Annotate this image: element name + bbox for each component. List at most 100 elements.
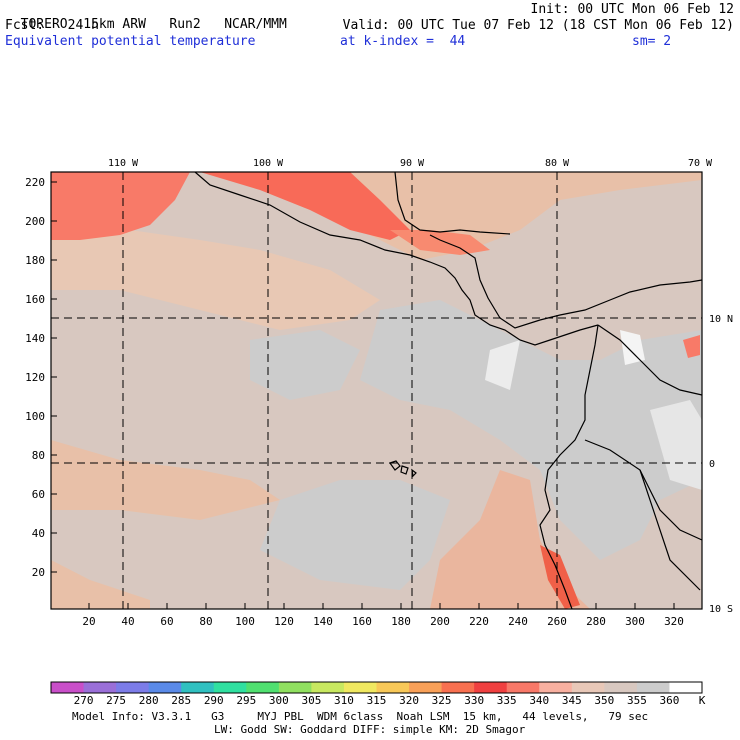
colorbar-label: 335 [497,694,517,707]
colorbar-label: 350 [594,694,614,707]
lat-label: 10 N [709,314,733,325]
lon-label: 90 W [400,158,425,169]
border-ecuador-peru [584,439,703,541]
field-330k-colombia [683,335,700,358]
colorbar-label: 315 [367,694,387,707]
theta-e-field [51,172,702,609]
colorbar-label: 345 [562,694,582,707]
lat-label: 0 [709,459,715,470]
colorbar-label: 320 [399,694,419,707]
valid-time: Valid: 00 UTC Tue 07 Feb 12 (18 CST Mon … [342,18,734,33]
field-name: Equivalent potential temperature [5,34,256,49]
colorbar-swatch [343,682,377,693]
smoothing-label: sm= 2 [632,34,672,49]
colorbar-label: 280 [139,694,159,707]
x-tick-label: 220 [469,615,489,628]
colorbar-swatch [181,682,215,693]
field-350k-south [260,480,450,590]
forecast-hour: Fcst: 24 h [5,18,99,33]
colorbar-swatch [148,682,182,693]
lon-label: 70 W [688,158,713,169]
x-tick-label: 40 [121,615,134,628]
lon-label: 80 W [545,158,570,169]
level-label: at k-index = 44 [340,34,466,49]
field-355k-center [485,340,520,390]
colorbar-label: 270 [74,694,94,707]
colorbar-label: 310 [334,694,354,707]
colorbar-swatch [311,682,345,693]
y-tick-label: 140 [25,332,45,345]
y-tick-label: 120 [25,371,45,384]
x-tick-label: 120 [274,615,294,628]
colorbar-swatch [636,682,670,693]
colorbar-swatch [539,682,573,693]
y-tick-label: 40 [32,527,45,540]
lat-labels: 10 N 0 10 S [709,314,733,615]
field-350k-east [360,300,702,560]
resolution: 15km ARW [83,17,146,32]
y-tick-label: 80 [32,449,45,462]
colorbar-swatch [474,682,508,693]
y-axis-labels: 220 200 180 160 140 120 100 80 60 40 20 [25,176,45,579]
init-time: Init: 00 UTC Mon 06 Feb 12 [530,2,735,17]
x-tick-label: 20 [82,615,95,628]
colorbar-label: 290 [204,694,224,707]
model-info: Model Info: V3.3.1 G3 MYJ PBL WDM 6class… [72,710,649,723]
colorbar-label: 285 [171,694,191,707]
colorbar [50,681,703,694]
colorbar-swatch [506,682,540,693]
graticule [51,172,702,609]
coast-mexico [194,171,599,346]
y-tick-label: 160 [25,293,45,306]
lat-label: 10 S [709,604,733,615]
fcst-label: Fcst: [5,18,45,33]
field-340k-sw [51,560,150,609]
coast-caribbean [429,234,703,329]
border-peru-brazil [639,469,701,591]
x-tick-label: 140 [313,615,333,628]
map-frame [50,171,703,610]
colorbar-swatch [51,682,85,693]
header-model: TORERO 15km ARW Run2 NCAR/MMM [5,2,287,32]
colorbar-swatch [441,682,475,693]
field-340k-west [51,230,380,330]
y-tick-label: 180 [25,254,45,267]
y-tick-label: 60 [32,488,45,501]
field-335k-gulf [200,172,410,240]
colorbar-swatch [669,682,703,693]
lon-label: 100 W [253,158,284,169]
y-tick-label: 20 [32,566,45,579]
field-335k-nw [51,172,190,240]
colorbar-swatch [409,682,443,693]
colorbar-unit: K [699,694,706,707]
colorbar-label: 330 [464,694,484,707]
colorbar-swatch [213,682,247,693]
x-tick-label: 60 [160,615,173,628]
colorbar-label: 355 [627,694,647,707]
x-tick-label: 160 [352,615,372,628]
field-350k-center [250,330,360,400]
y-axis-ticks [51,181,57,573]
colorbar-label: 340 [529,694,549,707]
colorbar-swatch [83,682,117,693]
x-tick-label: 240 [508,615,528,628]
colorbar-label: 360 [660,694,680,707]
coastlines [194,171,703,610]
colorbar-swatch [604,682,638,693]
x-tick-label: 180 [391,615,411,628]
colorbar-swatch [376,682,410,693]
run-label: Run2 [169,17,201,32]
colorbar-swatch [246,682,280,693]
x-tick-label: 260 [547,615,567,628]
colorbar-frame [50,681,703,694]
colorbar-label: 295 [236,694,256,707]
physics-info: LW: Godd SW: Goddard DIFF: simple KM: 2D… [214,723,526,736]
y-tick-label: 220 [25,176,45,189]
colorbar-swatch [278,682,312,693]
x-tick-label: 320 [664,615,684,628]
fcst-value: 24 h [67,18,99,33]
lon-labels: 110 W 100 W 90 W 80 W 70 W [108,158,713,169]
field-360k-patch [620,330,645,365]
x-axis-labels: 20 40 60 80 100 120 140 160 180 200 220 … [82,615,684,628]
org-label: NCAR/MMM [224,17,287,32]
